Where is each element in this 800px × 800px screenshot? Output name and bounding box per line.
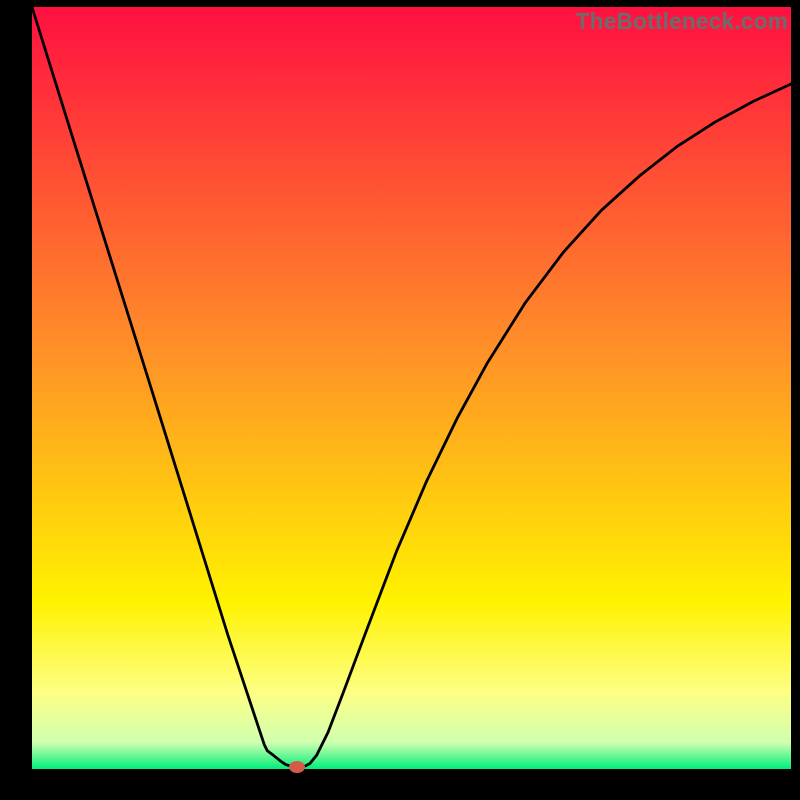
bottleneck-curve: [32, 7, 791, 769]
watermark-text: TheBottleneck.com: [576, 8, 788, 35]
chart-frame: TheBottleneck.com: [0, 0, 800, 800]
plot-area: [32, 7, 791, 769]
minimum-marker: [289, 761, 305, 773]
